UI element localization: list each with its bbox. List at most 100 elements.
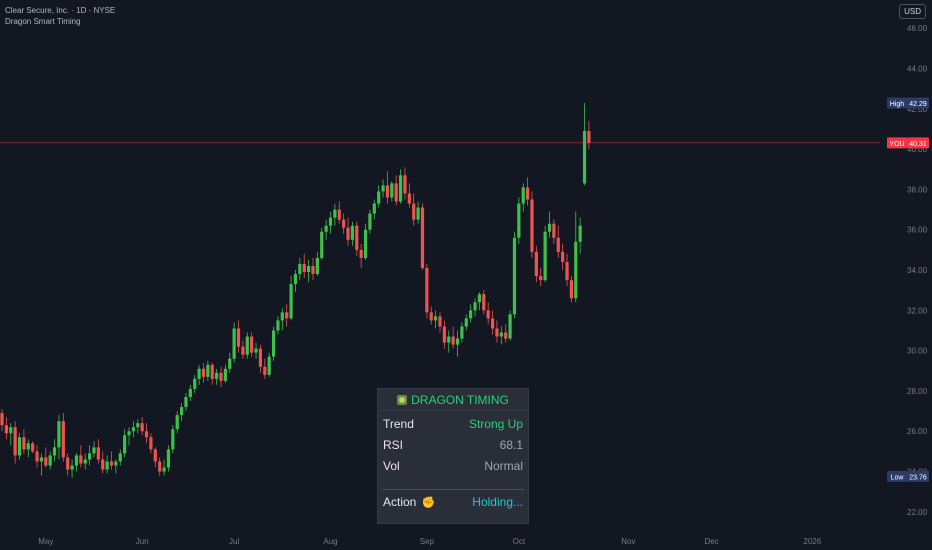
candle-body [442,326,446,343]
candle-body [328,217,333,226]
candle-body [267,356,271,375]
candle [543,225,547,283]
candle [298,257,302,281]
candle-body [118,453,122,462]
x-tick-label: Nov [621,537,635,546]
candle-body [136,423,140,428]
y-tick-label: 28.00 [907,387,928,396]
candle [276,316,280,335]
candle [4,417,8,440]
candle-body [377,191,381,204]
candle-body [455,338,460,345]
candle-body [302,263,306,273]
candle-body [363,229,368,258]
candle-body [219,372,223,381]
candle [219,366,223,387]
candle-body [342,219,346,228]
candle [482,290,486,315]
rsi-label: RSI [383,438,404,452]
candle [552,219,556,244]
candle-body [486,310,490,319]
y-tick-label: 22.00 [907,508,928,517]
candle [26,439,30,458]
candle [17,433,22,460]
candle [455,330,460,357]
candle-body [74,455,79,466]
candle [48,451,52,470]
candle-body [193,378,197,389]
candle [499,326,503,345]
candle-body [48,455,52,466]
candle-body [162,467,166,472]
candle-body [44,457,48,466]
candle-body [556,237,560,252]
trend-value: Strong Up [468,417,523,431]
candle-body [101,459,105,470]
candle-body [215,372,219,379]
action-label: Action [383,495,417,509]
candle-body [412,203,416,220]
low-tag-label: Low [891,474,905,481]
candle [460,322,464,343]
candle-body [188,388,192,397]
x-tick-label: Oct [513,537,526,546]
candle [547,211,552,238]
rsi-value: 68.1 [499,438,523,452]
candle [517,197,521,244]
candle-body [569,280,573,299]
candle [83,453,87,470]
vol-value: Normal [484,459,523,473]
candle-body [241,346,245,355]
panel-title: DRAGON TIMING [378,389,528,411]
candle [434,310,438,329]
dragon-timing-panel: DRAGON TIMING Trend Strong Up RSI 68.1 V… [377,388,529,524]
x-tick-label: Jul [229,537,239,546]
action-value: Holding... [472,495,523,509]
candle [451,326,455,349]
candle [398,169,403,204]
candle [438,312,442,333]
candle-body [223,368,227,381]
candle [526,177,530,206]
candle-body [280,312,284,321]
x-tick-label: Jun [136,537,149,546]
high-tag-label-bg [887,97,907,109]
candle [96,439,100,464]
candle-body [144,431,149,438]
candle [188,384,192,402]
candle [267,352,271,377]
candle [215,368,219,385]
candle-body [254,348,258,353]
candle-body [88,453,92,460]
candle-body [534,251,538,277]
currency-button[interactable]: USD [899,4,926,19]
candle-body [561,251,565,262]
candle-body [390,183,394,198]
candle [44,447,48,468]
candle-body [258,348,263,367]
candle-body [539,276,543,281]
candle-body [228,358,232,369]
candle [578,217,582,254]
candle-body [552,223,556,238]
y-tick-label: 34.00 [907,266,928,275]
you-tag-label-bg [887,137,907,149]
candle [574,211,578,303]
candle-body [547,223,552,232]
candle [250,332,254,357]
candle-body [521,187,525,204]
candle-body [517,203,521,238]
candle-body [565,261,569,281]
candle [201,362,206,383]
vol-label: Vol [383,459,400,473]
candle-body [31,443,35,452]
candle-body [114,461,118,466]
candle-body [420,207,425,269]
y-tick-label: 44.00 [907,65,928,74]
candle-body [9,427,13,434]
candle [328,211,333,234]
candle-body [17,437,22,456]
candle-body [96,447,100,460]
candle [381,179,385,198]
